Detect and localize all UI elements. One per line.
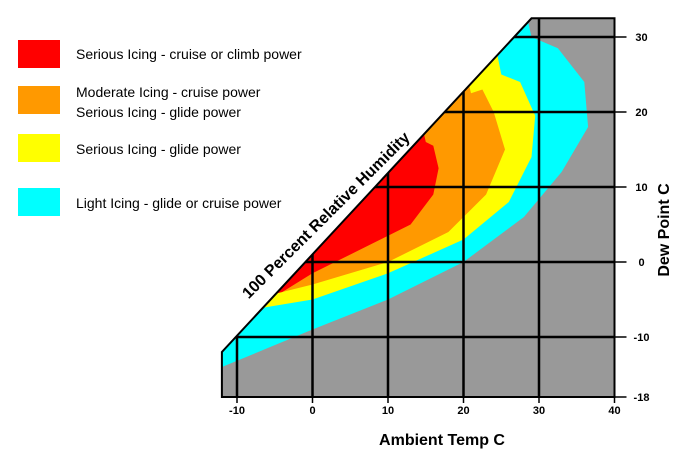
legend-swatch-moderate xyxy=(18,86,60,114)
x-tick-label: 30 xyxy=(533,405,545,417)
y-tick-label: 30 xyxy=(635,32,647,44)
legend-label-serious-cruise: Serious Icing - cruise or climb power xyxy=(76,46,302,62)
legend-label-serious-glide: Serious Icing - glide power xyxy=(76,141,241,157)
legend-label-light: Light Icing - glide or cruise power xyxy=(76,195,282,211)
y-tick-label: 10 xyxy=(635,182,647,194)
legend-label-moderate-line1: Moderate Icing - cruise power xyxy=(76,84,261,100)
y-tick-label: 0 xyxy=(638,257,644,269)
axis-ticks: -10 0 10 20 30 40 -18 -10 0 10 20 30 xyxy=(229,32,649,417)
plot-outline xyxy=(220,17,616,398)
x-tick-label: -10 xyxy=(229,405,245,417)
y-tick-label: -18 xyxy=(634,392,650,404)
legend-swatch-serious-glide xyxy=(18,134,60,162)
x-tick-label: 0 xyxy=(309,405,315,417)
x-tick-label: 10 xyxy=(382,405,394,417)
legend-swatch-serious-cruise xyxy=(18,40,60,68)
y-axis-title: Dew Point C xyxy=(656,183,673,277)
x-tick-label: 40 xyxy=(608,405,620,417)
y-tick-label: -10 xyxy=(634,332,650,344)
y-tick-label: 20 xyxy=(635,107,647,119)
legend-swatch-light xyxy=(18,188,60,216)
legend: Serious Icing - cruise or climb power Mo… xyxy=(18,40,302,216)
x-tick-label: 20 xyxy=(457,405,469,417)
legend-label-moderate-line2: Serious Icing - glide power xyxy=(76,104,241,120)
x-axis-title: Ambient Temp C xyxy=(379,432,505,449)
